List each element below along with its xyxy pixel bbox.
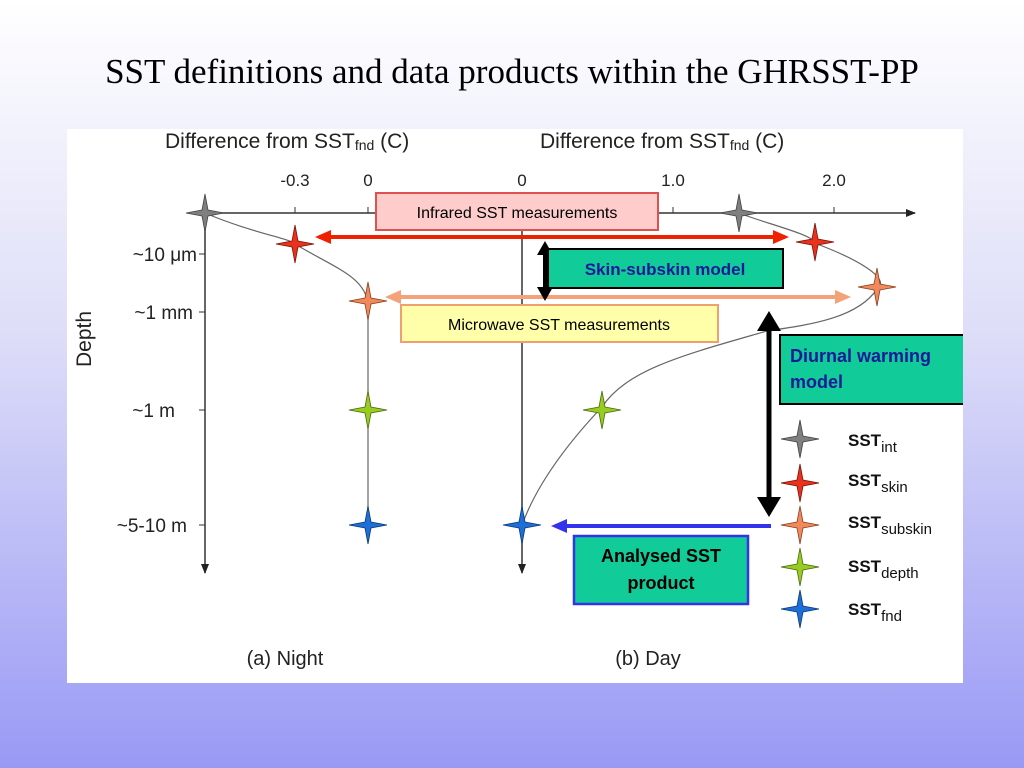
sst-skin-night-marker (275, 224, 315, 264)
night-axis-title: Difference from SSTfnd (C) (165, 130, 409, 153)
skin-subskin-box: Skin-subskin model (547, 248, 784, 289)
legend-item: SSTint (780, 419, 898, 459)
legend-star-icon (780, 547, 820, 587)
depth-label: ~10 μm (133, 245, 197, 266)
panel-a-caption: (a) Night (247, 648, 324, 670)
sst-fnd-day-marker (502, 505, 542, 545)
legend-star-icon (780, 463, 820, 503)
sst-depth-diagram: Difference from SSTfnd (C) Difference fr… (73, 130, 963, 670)
sst-depth-day-marker (582, 390, 622, 430)
diurnal-warming-box: Diurnal warming model (779, 334, 963, 405)
night-profile-curve (204, 212, 369, 525)
depth-label: ~1 m (132, 401, 175, 422)
infrared-box: Infrared SST measurements (375, 192, 659, 231)
legend-label: SSTsubskin (848, 513, 932, 538)
legend-star-icon (780, 589, 820, 629)
night-tick-label: 0 (363, 171, 372, 190)
arrow-head (315, 230, 331, 244)
panel-b-caption: (b) Day (615, 648, 681, 670)
infrared-label: Infrared SST measurements (417, 205, 618, 222)
arrow-head (757, 311, 781, 331)
depth-label: ~1 mm (134, 303, 193, 324)
figure-panel: Difference from SSTfnd (C) Difference fr… (67, 129, 963, 683)
sst-depth-night-marker (348, 390, 388, 430)
skin-subskin-label: Skin-subskin model (585, 260, 746, 279)
microwave-box: Microwave SST measurements (400, 304, 719, 343)
slide-title: SST definitions and data products within… (105, 52, 919, 91)
legend: SSTint SSTskin SSTsubskin SSTdepth SSTfn… (780, 419, 932, 629)
diurnal-label-line1: Diurnal warming (790, 346, 931, 366)
day-tick-label: 2.0 (822, 171, 846, 190)
depth-axis-label: Depth (73, 311, 96, 367)
legend-label: SSTskin (848, 471, 908, 496)
sst-fnd-night-marker (348, 505, 388, 545)
sst-int-night-marker (185, 193, 225, 233)
microwave-label: Microwave SST measurements (448, 317, 670, 334)
day-axis-title: Difference from SSTfnd (C) (540, 130, 784, 153)
analysed-label-line2: product (628, 573, 695, 593)
legend-label: SSTdepth (848, 557, 919, 582)
sst-skin-day-marker (795, 222, 835, 262)
arrow-head (551, 519, 567, 533)
legend-label: SSTfnd (848, 600, 902, 625)
arrow-head (757, 497, 781, 517)
sst-int-day-marker (719, 193, 759, 233)
arrow-head (835, 290, 851, 304)
arrow-head (537, 287, 553, 301)
diurnal-label-line2: model (790, 372, 843, 392)
legend-item: SSTskin (780, 463, 908, 503)
legend-item: SSTsubskin (780, 505, 932, 545)
analysed-label-line1: Analysed SST (601, 546, 721, 566)
legend-star-icon (780, 419, 820, 459)
sst-subskin-day-marker (857, 267, 897, 307)
legend-item: SSTfnd (780, 589, 902, 629)
analysed-sst-box: Analysed SST product (572, 534, 750, 606)
night-tick-label: -0.3 (280, 171, 309, 190)
depth-label: ~5-10 m (117, 516, 187, 537)
day-tick-label: 0 (517, 171, 526, 190)
legend-star-icon (780, 505, 820, 545)
sst-subskin-night-marker (348, 281, 388, 321)
day-tick-label: 1.0 (661, 171, 685, 190)
legend-item: SSTdepth (780, 547, 919, 587)
arrow-head (773, 230, 789, 244)
legend-label: SSTint (848, 431, 898, 456)
arrow-head (385, 290, 401, 304)
star-markers (185, 193, 897, 545)
